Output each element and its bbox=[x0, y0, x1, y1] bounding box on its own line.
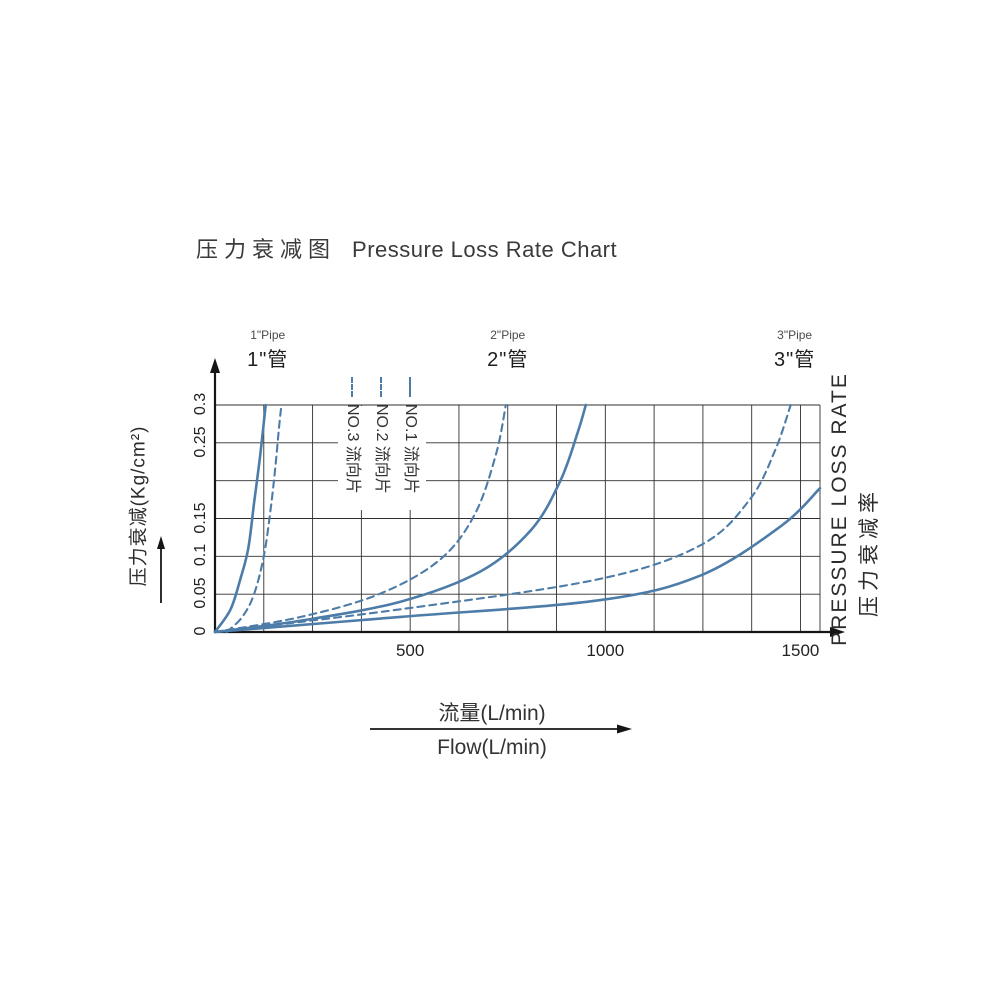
right-axis-title-zh: 压力衰减率 bbox=[858, 487, 881, 617]
x-axis-arrow-icon bbox=[830, 627, 845, 637]
y-tick-label: 0 bbox=[192, 626, 209, 636]
legend-entry-1: NO.3 流向片 bbox=[342, 377, 362, 494]
legend-background bbox=[338, 406, 426, 510]
page-title: 压力衰减图 Pressure Loss Rate Chart bbox=[196, 232, 617, 264]
x-axis-title-zh: 流量(L/min) bbox=[438, 702, 546, 725]
y-tick-label: 0.05 bbox=[192, 577, 209, 609]
pressure-curve-4-dashed bbox=[213, 403, 507, 634]
pressure-curve-3-solid bbox=[213, 403, 588, 634]
legend-entry-label: NO.1 流向片 bbox=[402, 404, 419, 494]
flow-arrow-icon bbox=[617, 724, 632, 734]
y-tick-label: 0.15 bbox=[192, 501, 209, 534]
pipe-size-label-big: 1"管 bbox=[247, 349, 289, 371]
legend-line-sample-dashed bbox=[351, 377, 354, 397]
pipe-size-label-1: 1"Pipe 1"管 bbox=[247, 328, 288, 372]
x-tick-label: 1500 bbox=[781, 641, 820, 660]
x-axis-title-en: Flow(L/min) bbox=[437, 736, 547, 759]
pressure-curve-1-solid bbox=[213, 403, 267, 634]
legend-entry-label: NO.3 流向片 bbox=[344, 404, 361, 494]
pipe-size-label-big: 2"管 bbox=[487, 349, 529, 371]
legend-entry-2: NO.2 流向片 bbox=[371, 377, 391, 494]
page-title-en: Pressure Loss Rate Chart bbox=[352, 237, 618, 262]
pressure-curve-2-dashed bbox=[225, 403, 283, 634]
y-axis-title: 压力衰减(Kg/cm²) bbox=[128, 425, 150, 587]
legend-line-sample-solid bbox=[409, 377, 412, 397]
y-tick-label: 0.25 bbox=[192, 426, 209, 458]
x-tick-label: 500 bbox=[395, 641, 425, 660]
pressure-curve-5-solid bbox=[213, 486, 822, 634]
pipe-size-label-3: 3"Pipe 3"管 bbox=[774, 328, 815, 372]
pipe-size-label-big: 3"管 bbox=[774, 349, 816, 371]
y-axis-arrow-icon bbox=[210, 358, 220, 373]
legend-entry-3: NO.1 流向片 bbox=[400, 377, 420, 494]
pipe-size-label-small: 3"Pipe bbox=[777, 328, 813, 342]
pressure-curve-6-dashed bbox=[213, 403, 792, 634]
right-axis-title-en: PRESSURE LOSS RATE bbox=[828, 372, 851, 646]
x-tick-label: 1000 bbox=[586, 641, 625, 660]
pipe-size-label-small: 1"Pipe bbox=[250, 328, 286, 342]
pipe-size-label-2: 2"Pipe 2"管 bbox=[487, 328, 528, 372]
y-tick-label: 0.3 bbox=[192, 392, 209, 416]
y-tick-label: 0.1 bbox=[192, 544, 209, 567]
page-title-zh: 压力衰减图 bbox=[196, 237, 337, 262]
pipe-size-label-small: 2"Pipe bbox=[490, 328, 526, 342]
y-title-arrow-icon bbox=[157, 536, 165, 549]
legend-entry-label: NO.2 流向片 bbox=[373, 404, 390, 494]
legend-line-sample-dashed bbox=[380, 377, 383, 397]
